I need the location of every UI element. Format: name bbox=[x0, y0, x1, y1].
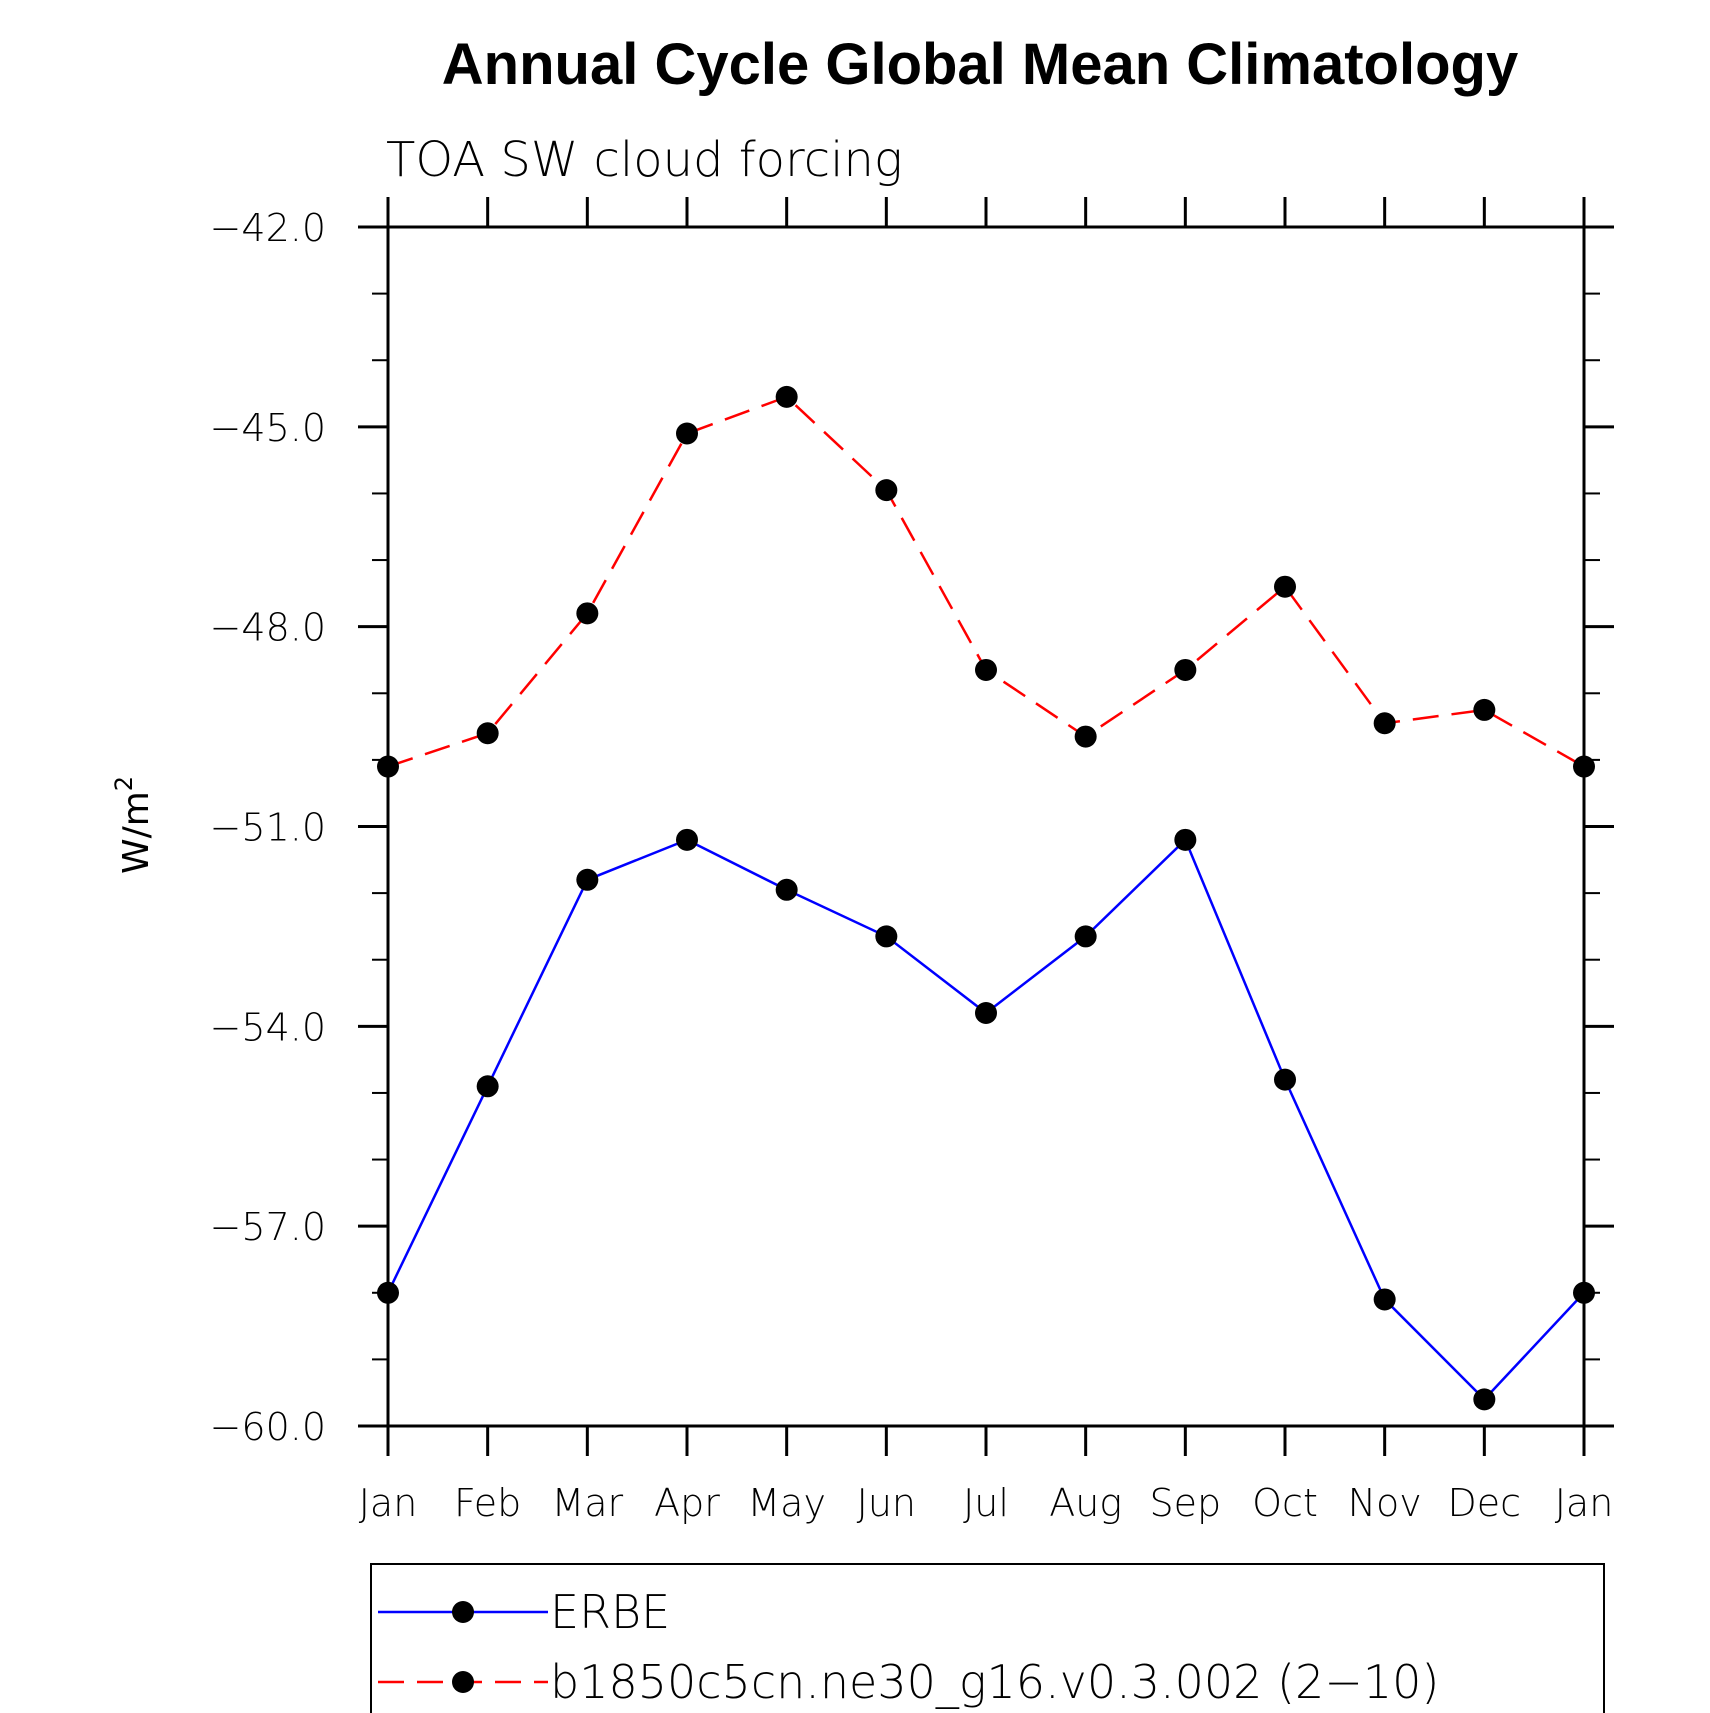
data-point bbox=[775, 878, 798, 901]
x-tick-label: Oct bbox=[1252, 1481, 1318, 1525]
legend-label: ERBE bbox=[550, 1585, 670, 1639]
y-tick-label: −42.0 bbox=[210, 206, 326, 250]
x-tick-label: Aug bbox=[1049, 1481, 1122, 1525]
axes-ticks: Jan Feb Mar Apr May Jun Jul Aug Sep Oct Nov Dec Jan−… bbox=[210, 197, 1614, 1525]
data-point bbox=[1274, 1068, 1296, 1091]
data-point bbox=[775, 385, 798, 408]
x-tick-label: Mar bbox=[551, 1481, 623, 1525]
y-tick-label: −57.0 bbox=[210, 1205, 326, 1249]
series-1 bbox=[377, 385, 1595, 778]
x-tick-label: Dec bbox=[1448, 1481, 1522, 1525]
data-point bbox=[975, 1002, 997, 1025]
data-point bbox=[875, 479, 898, 502]
y-tick-label: −54.0 bbox=[210, 1005, 326, 1049]
data-point bbox=[1174, 828, 1197, 851]
svg-text:W/m2: W/m2 bbox=[110, 776, 157, 874]
data-point bbox=[576, 868, 599, 891]
plot-frame bbox=[386, 225, 1586, 1428]
data-point bbox=[676, 422, 698, 445]
series-layer bbox=[377, 385, 1595, 1411]
chart-title: Annual Cycle Global Mean Climatology bbox=[442, 32, 1518, 97]
y-axis-label-text: W/m bbox=[116, 791, 157, 874]
data-point bbox=[1473, 1388, 1496, 1411]
data-point bbox=[377, 1281, 399, 1304]
data-point bbox=[1473, 698, 1496, 721]
legend: ERBE b1850c5cn.ne30_g16.v0.3.002 (2−10) bbox=[370, 1563, 1605, 1713]
legend-marker bbox=[452, 1671, 474, 1693]
series-0 bbox=[377, 828, 1595, 1411]
data-point bbox=[1573, 1281, 1595, 1304]
data-point bbox=[1373, 1288, 1396, 1311]
data-point bbox=[1373, 712, 1396, 735]
data-point bbox=[1074, 725, 1097, 748]
x-tick-label: Nov bbox=[1348, 1481, 1422, 1525]
data-point bbox=[476, 722, 499, 745]
data-point bbox=[1074, 925, 1097, 948]
data-point bbox=[676, 828, 698, 851]
data-point bbox=[1174, 658, 1197, 681]
series-line bbox=[387, 395, 1585, 768]
y-axis-label: W/m2 bbox=[110, 776, 157, 874]
y-tick-label: −48.0 bbox=[210, 606, 326, 650]
x-tick-label: Jun bbox=[857, 1481, 916, 1525]
y-tick-label: −45.0 bbox=[210, 406, 326, 450]
data-point bbox=[975, 658, 997, 681]
x-tick-label: Jan bbox=[359, 1481, 418, 1525]
data-point bbox=[1573, 755, 1595, 778]
data-point bbox=[1274, 575, 1296, 598]
series-line bbox=[386, 837, 1585, 1402]
legend-marker bbox=[452, 1601, 474, 1623]
data-point bbox=[875, 925, 898, 948]
chart-subtitle: TOA SW cloud forcing bbox=[386, 132, 903, 188]
x-tick-label: Jan bbox=[1555, 1481, 1614, 1525]
x-tick-label: Sep bbox=[1150, 1481, 1222, 1525]
x-tick-label: May bbox=[747, 1481, 826, 1525]
y-tick-label: −60.0 bbox=[210, 1405, 326, 1449]
data-point bbox=[476, 1075, 499, 1098]
x-tick-label: Feb bbox=[454, 1481, 521, 1525]
x-tick-label: Apr bbox=[654, 1481, 720, 1525]
legend-box bbox=[370, 1563, 1605, 1713]
data-point bbox=[377, 755, 399, 778]
data-point bbox=[576, 602, 599, 625]
x-tick-label: Jul bbox=[963, 1481, 1009, 1525]
y-axis-label-superscript: 2 bbox=[110, 776, 138, 791]
y-tick-label: −51.0 bbox=[210, 806, 326, 850]
legend-label: b1850c5cn.ne30_g16.v0.3.002 (2−10) bbox=[550, 1655, 1439, 1709]
